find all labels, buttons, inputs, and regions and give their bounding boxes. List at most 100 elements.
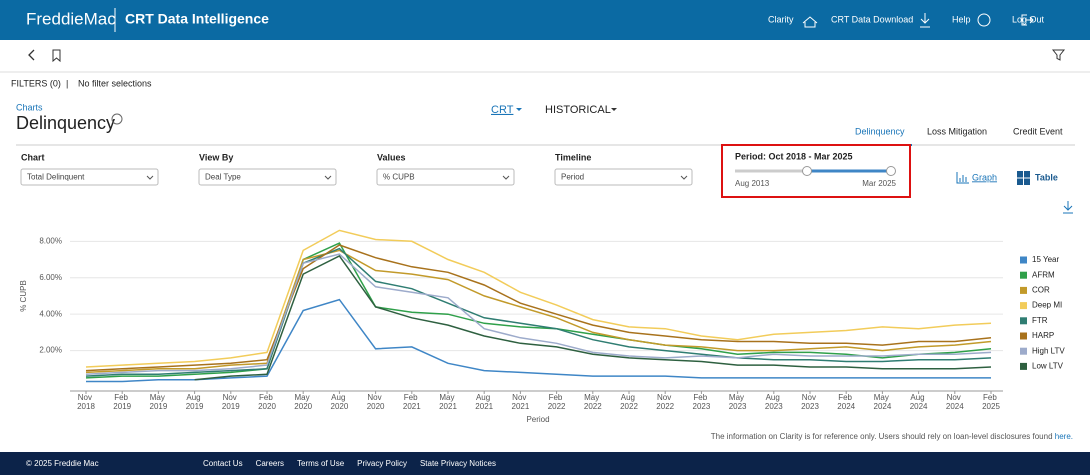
dropdown-value: Period [561,173,584,182]
highlight-box [721,144,911,198]
bookmark-button[interactable] [52,49,61,63]
x-tick-label: Feb 2023 [693,393,711,411]
footer-link[interactable]: State Privacy Notices [420,459,496,468]
legend-label[interactable]: Low LTV [1032,362,1064,371]
view-tab[interactable]: HISTORICAL [545,104,611,116]
x-tick-label: Nov 2021 [512,393,530,411]
control-label: View By [199,152,233,162]
home-icon [802,16,818,28]
x-tick-label: Aug 2023 [765,393,783,411]
series-line [85,249,992,374]
legend-label[interactable]: 15 Year [1032,255,1059,264]
filters-text: No filter selections [78,78,152,88]
series-line [85,253,992,376]
x-tick-label: Feb 2020 [258,393,276,411]
legend-label[interactable]: High LTV [1032,346,1065,355]
nav-link[interactable]: Help [952,14,971,24]
x-tick-label: Aug 2020 [331,393,349,411]
dropdown[interactable] [20,168,159,186]
x-tick-label: Feb 2024 [837,393,855,411]
x-tick-label: Nov 2022 [656,393,674,411]
x-tick-label: May 2023 [729,393,747,411]
slider-min: Aug 2013 [735,179,770,188]
view-tab[interactable]: CRT [491,104,514,116]
download-icon [920,13,930,28]
x-tick-label: Feb 2025 [982,393,1000,411]
tab[interactable]: Delinquency [855,126,905,136]
graph-icon [956,172,969,184]
dropdown-caret [324,175,332,180]
legend-swatch [1020,347,1027,355]
legend-label[interactable]: AFRM [1032,270,1055,279]
caret [611,108,617,111]
filter-button[interactable] [1051,49,1066,61]
x-tick-label: May 2020 [294,393,312,411]
logo[interactable]: FreddieMac [26,9,116,28]
legend-swatch [1020,286,1027,294]
tab[interactable]: Loss Mitigation [927,126,987,136]
y-tick-label: 6.00% [39,273,62,282]
x-tick-label: Feb 2021 [403,393,421,411]
y-tick-label: 4.00% [39,309,62,318]
legend-swatch [1020,302,1027,310]
legend-label[interactable]: FTR [1032,316,1048,325]
legend-label[interactable]: HARP [1032,331,1054,340]
copyright: © 2025 Freddie Mac [26,459,99,468]
info-icon[interactable] [111,113,123,125]
back-button[interactable] [28,49,35,61]
series-line [85,229,992,368]
footer-link[interactable]: Careers [256,459,284,468]
y-tick-label: 2.00% [39,346,62,355]
graph-toggle[interactable]: Graph [972,172,997,182]
download-button[interactable] [1063,201,1073,214]
dropdown[interactable] [554,168,693,186]
slider-handle[interactable] [886,166,896,176]
x-tick-label: Nov 2023 [801,393,819,411]
x-tick-label: Aug 2022 [620,393,638,411]
nav-link[interactable]: Log Out [1012,14,1045,24]
x-tick-label: Aug 2024 [910,393,928,411]
nav-link[interactable]: Clarity [768,14,794,24]
page-title: Delinquency [16,113,115,133]
legend-swatch [1020,317,1027,325]
dropdown[interactable] [376,168,515,186]
series-line [194,254,992,381]
x-tick-label: Feb 2022 [548,393,566,411]
x-tick-label: Aug 2021 [475,393,493,411]
separator: | [66,78,68,88]
disclaimer-link[interactable]: here. [1055,432,1073,441]
x-tick-label: May 2019 [150,393,168,411]
footer [0,452,1090,475]
legend-swatch [1020,271,1027,279]
series-line [85,242,992,379]
x-tick-label: Aug 2019 [186,393,204,411]
slider-handle[interactable] [802,166,812,176]
legend-swatch [1020,332,1027,340]
series-line [85,244,992,372]
footer-link[interactable]: Privacy Policy [357,459,407,468]
footer-link[interactable]: Contact Us [203,459,243,468]
caret [516,108,522,111]
x-tick-label: May 2022 [584,393,602,411]
control-label: Timeline [555,152,591,162]
tab[interactable]: Credit Event [1013,126,1063,136]
breadcrumb[interactable]: Charts [16,102,43,112]
table-icon-lines [1017,171,1030,185]
footer-link[interactable]: Terms of Use [297,459,345,468]
legend-label[interactable]: COR [1032,286,1050,295]
dropdown[interactable] [198,168,337,186]
table-toggle[interactable]: Table [1035,172,1058,182]
app-title: CRT Data Intelligence [125,11,269,27]
x-tick-label: Nov 2024 [946,393,964,411]
dropdown-caret [680,175,688,180]
disclaimer: The information on Clarity is for refere… [711,432,1073,441]
slider-max: Mar 2025 [862,179,896,188]
nav-link[interactable]: CRT Data Download [831,14,913,24]
legend-label[interactable]: Deep MI [1032,301,1062,310]
control-label: Chart [21,152,45,162]
dropdown-value: Total Delinquent [27,173,85,182]
logout-icon [1021,14,1034,26]
disclaimer-text: The information on Clarity is for refere… [711,432,1053,441]
